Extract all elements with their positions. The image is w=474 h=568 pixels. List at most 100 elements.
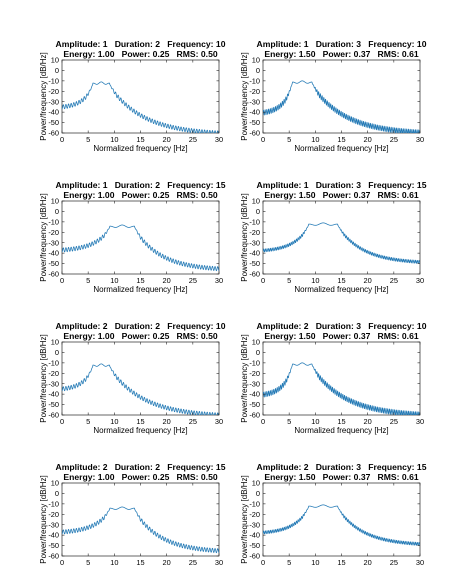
y-axis-label: Power/frequency [dB/Hz] [240,475,249,563]
y-tick-label: -10 [249,76,260,85]
y-tick-label: -60 [48,552,59,561]
y-tick-label: 10 [51,197,59,206]
x-tick-label: 10 [110,276,118,285]
chart-panel: Amplitude: 1 Duration: 2 Frequency: 10En… [39,39,226,153]
x-tick-label: 20 [163,417,171,426]
chart-title-line-2: Energy: 1.00 Power: 0.25 RMS: 0.50 [63,472,217,482]
y-tick-label: -20 [48,228,59,237]
x-tick-label: 30 [215,135,223,144]
x-tick-label: 30 [215,276,223,285]
y-tick-label: -10 [249,217,260,226]
y-tick-label: 0 [256,489,260,498]
plot-area [262,200,421,275]
y-tick-label: -40 [249,249,260,258]
chart-title-line-1: Amplitude: 2 Duration: 3 Frequency: 10 [257,321,427,331]
y-tick-label: -10 [48,217,59,226]
y-tick-label: -40 [249,108,260,117]
plot-area [61,482,220,557]
x-tick-label: 15 [337,558,345,567]
chart-panel: Amplitude: 2 Duration: 3 Frequency: 10En… [240,321,427,435]
chart-title-line-1: Amplitude: 1 Duration: 2 Frequency: 10 [56,39,226,49]
y-tick-label: -60 [249,552,260,561]
y-axis-label: Power/frequency [dB/Hz] [39,52,48,140]
x-tick-label: 15 [136,135,144,144]
y-tick-label: -30 [48,379,59,388]
y-tick-label: 0 [55,489,59,498]
x-tick-label: 20 [364,276,372,285]
y-tick-label: 0 [256,207,260,216]
y-tick-label: 0 [256,66,260,75]
chart-title-line-2: Energy: 1.50 Power: 0.37 RMS: 0.61 [264,472,418,482]
x-tick-label: 5 [86,135,90,144]
y-tick-label: -20 [249,510,260,519]
y-tick-label: 0 [55,66,59,75]
y-tick-label: -20 [249,87,260,96]
y-tick-label: -20 [249,228,260,237]
plot-area [262,341,421,416]
y-tick-label: -60 [249,411,260,420]
x-tick-label: 0 [261,417,265,426]
x-tick-label: 10 [110,417,118,426]
x-tick-label: 30 [416,417,424,426]
y-tick-label: -20 [48,87,59,96]
y-tick-label: -40 [48,390,59,399]
x-tick-label: 0 [60,135,64,144]
x-tick-label: 30 [416,276,424,285]
plot-area [262,59,421,134]
x-tick-label: 30 [416,135,424,144]
y-tick-label: -40 [48,249,59,258]
x-tick-label: 5 [287,276,291,285]
x-tick-label: 15 [337,276,345,285]
y-tick-label: -10 [48,358,59,367]
y-tick-label: -20 [48,369,59,378]
chart-panel: Amplitude: 1 Duration: 2 Frequency: 15En… [39,180,226,294]
y-tick-label: -50 [48,400,59,409]
x-tick-label: 0 [261,276,265,285]
y-axis-label: Power/frequency [dB/Hz] [39,334,48,422]
y-tick-label: -50 [48,259,59,268]
y-tick-label: 10 [51,56,59,65]
y-tick-label: -50 [48,118,59,127]
x-tick-label: 15 [136,276,144,285]
y-tick-label: 10 [252,338,260,347]
x-tick-label: 0 [261,558,265,567]
x-tick-label: 20 [163,276,171,285]
x-tick-label: 30 [215,417,223,426]
chart-title-line-1: Amplitude: 1 Duration: 3 Frequency: 10 [257,39,427,49]
chart-panel: Amplitude: 2 Duration: 2 Frequency: 10En… [39,321,226,435]
chart-panel: Amplitude: 1 Duration: 3 Frequency: 10En… [240,39,427,153]
x-tick-label: 20 [364,417,372,426]
x-tick-label: 30 [416,558,424,567]
y-tick-label: -60 [48,129,59,138]
x-tick-label: 10 [311,558,319,567]
y-axis-label: Power/frequency [dB/Hz] [39,193,48,281]
chart-panel: Amplitude: 2 Duration: 3 Frequency: 15En… [240,462,427,568]
x-tick-label: 25 [390,417,398,426]
x-tick-label: 5 [86,417,90,426]
chart-title-line-2: Energy: 1.50 Power: 0.37 RMS: 0.61 [264,331,418,341]
x-axis-label: Normalized frequency [Hz] [93,426,187,435]
x-axis-label: Normalized frequency [Hz] [294,285,388,294]
y-tick-label: -30 [249,520,260,529]
y-tick-label: -30 [249,238,260,247]
x-tick-label: 25 [390,276,398,285]
y-tick-label: -20 [48,510,59,519]
y-tick-label: -50 [249,259,260,268]
y-tick-label: -30 [48,238,59,247]
x-tick-label: 15 [136,417,144,426]
y-axis-label: Power/frequency [dB/Hz] [240,193,249,281]
x-axis-label: Normalized frequency [Hz] [294,144,388,153]
y-tick-label: 0 [55,348,59,357]
x-tick-label: 25 [189,417,197,426]
chart-title-line-2: Energy: 1.00 Power: 0.25 RMS: 0.50 [63,331,217,341]
chart-title-line-1: Amplitude: 2 Duration: 2 Frequency: 15 [56,462,226,472]
y-tick-label: -50 [249,400,260,409]
y-tick-label: -10 [249,499,260,508]
chart-panel: Amplitude: 1 Duration: 3 Frequency: 15En… [240,180,427,294]
x-tick-label: 25 [189,276,197,285]
y-tick-label: -30 [249,97,260,106]
x-tick-label: 10 [110,135,118,144]
y-tick-label: 10 [252,197,260,206]
psd-series-line [62,506,219,554]
y-tick-label: -30 [249,379,260,388]
